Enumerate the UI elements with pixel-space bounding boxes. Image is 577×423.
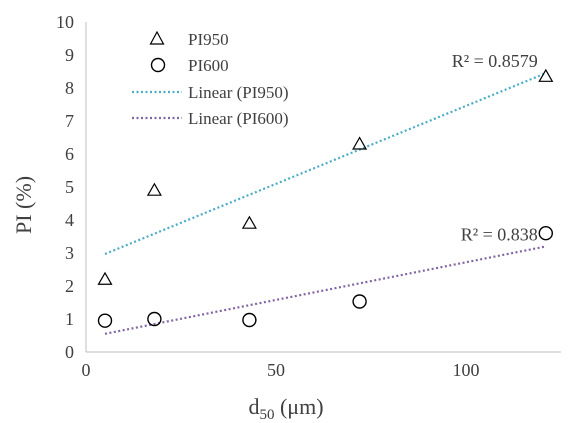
point-pi600 [147, 311, 162, 327]
legend-label-pi600: PI600 [188, 56, 229, 75]
y-tick-label: 2 [65, 276, 74, 296]
legend: PI950 PI600 Linear (PI950) Linear (PI600… [132, 30, 289, 128]
y-tick-label: 7 [65, 111, 74, 131]
y-tick-label: 5 [65, 177, 74, 197]
x-axis-title-main: d [248, 394, 259, 419]
trendline-linear-pi950 [104, 72, 547, 256]
point-pi600 [97, 313, 113, 328]
legend-label-pi950: PI950 [188, 30, 229, 49]
y-tick-label: 10 [56, 12, 74, 32]
legend-item-linear-pi950: Linear (PI950) [132, 83, 289, 102]
x-axis-title-subscript: 50 [259, 407, 274, 423]
legend-label-linear-pi600: Linear (PI600) [188, 109, 289, 128]
y-tick-label: 1 [65, 309, 74, 329]
trendline-linear-pi600 [104, 245, 547, 335]
y-tick-label: 6 [65, 144, 74, 164]
axes [85, 22, 561, 353]
y-tick-label: 8 [65, 78, 74, 98]
r2-label-linear-pi950: R² = 0.8579 [452, 51, 538, 71]
point-pi600 [242, 312, 257, 328]
x-tick-label: 100 [453, 360, 480, 380]
y-tick-label: 0 [65, 342, 74, 362]
legend-triangle-marker [149, 30, 165, 45]
point-pi950 [146, 182, 162, 196]
trendlines [104, 72, 547, 335]
legend-label-linear-pi950: Linear (PI950) [188, 83, 289, 102]
y-tick-label: 4 [65, 210, 74, 230]
r2-label-linear-pi600: R² = 0.838 [461, 224, 538, 244]
r2-annotations: R² = 0.8579 R² = 0.838 [452, 51, 538, 244]
y-tick-label: 9 [65, 45, 74, 65]
x-tick-label: 50 [267, 360, 285, 380]
y-tick-labels: 0 1 2 3 4 5 6 7 8 9 10 [56, 12, 74, 362]
legend-item-pi600: PI600 [150, 56, 229, 75]
x-axis-title: d50 (μm) [248, 394, 323, 423]
legend-circle-marker [150, 57, 166, 73]
y-tick-label: 3 [65, 243, 74, 263]
point-pi600 [352, 294, 367, 309]
point-pi950 [241, 215, 257, 229]
x-tick-label: 0 [82, 360, 91, 380]
legend-item-linear-pi600: Linear (PI600) [132, 109, 289, 128]
x-tick-labels: 0 50 100 [82, 360, 480, 380]
point-pi600 [538, 225, 553, 241]
point-pi950 [538, 68, 554, 82]
point-pi950 [97, 271, 113, 285]
data-points [97, 68, 554, 328]
legend-item-pi950: PI950 [149, 30, 229, 49]
x-axis-title-unit: (μm) [274, 394, 323, 419]
y-axis-title: PI (%) [11, 176, 36, 234]
point-pi950 [352, 136, 368, 150]
